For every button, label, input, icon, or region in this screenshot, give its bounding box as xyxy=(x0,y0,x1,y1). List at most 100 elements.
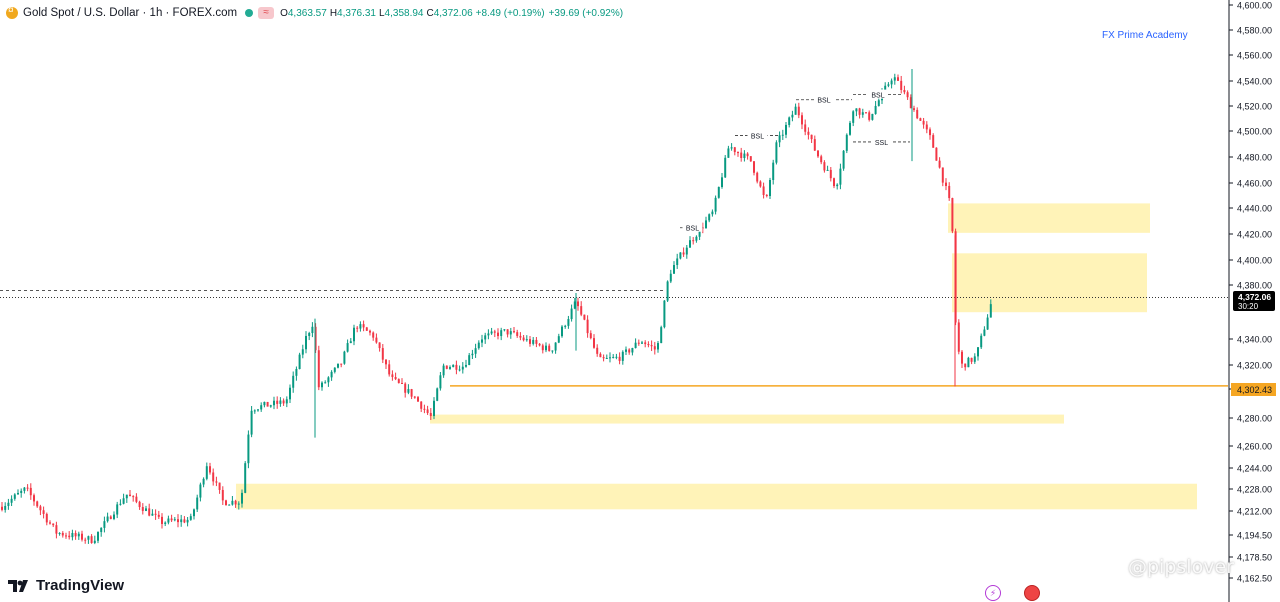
candle-body xyxy=(967,357,970,368)
candle-body xyxy=(346,343,349,352)
axis-tick-label: 4,420.00 xyxy=(1237,230,1272,240)
candle-body xyxy=(929,129,931,136)
candle-body xyxy=(413,396,416,398)
candle-body xyxy=(285,399,288,404)
candle-body xyxy=(692,240,695,242)
axis-tick-label: 4,440.00 xyxy=(1237,204,1272,214)
candle-body xyxy=(644,342,647,345)
candle-body xyxy=(468,355,471,366)
candle-body xyxy=(17,492,19,495)
candle-body xyxy=(586,319,589,334)
candle-body xyxy=(113,514,115,519)
candle-body xyxy=(804,124,807,132)
candle-body xyxy=(989,304,992,318)
candle-body xyxy=(538,343,541,346)
candle-body xyxy=(295,368,298,376)
candle-body xyxy=(167,518,170,523)
candle-body xyxy=(602,357,605,359)
candle-body xyxy=(839,168,842,185)
candle-body xyxy=(365,327,368,331)
candle-body xyxy=(404,383,407,393)
annotation-label: BSL xyxy=(686,226,699,233)
candle-body xyxy=(554,342,557,351)
candle-body xyxy=(887,84,890,86)
candle-body xyxy=(49,522,51,524)
axis-tick-label: 4,320.00 xyxy=(1237,361,1272,371)
current-price-badge xyxy=(1233,291,1275,311)
candle-body xyxy=(519,335,522,338)
candle-body xyxy=(695,236,698,241)
tradingview-logo[interactable]: TradingView xyxy=(8,577,124,594)
annotation-label: BSL xyxy=(871,93,884,100)
candle-body xyxy=(573,301,576,309)
annotation-bg xyxy=(682,222,703,232)
candle-body xyxy=(177,519,179,523)
candle-body xyxy=(628,349,631,353)
candle-body xyxy=(865,112,867,114)
indicator-menu-button[interactable]: ≈ xyxy=(258,7,275,19)
candle-body xyxy=(679,252,682,259)
candle-body xyxy=(724,157,727,178)
candle-body xyxy=(241,492,243,504)
candle-body xyxy=(23,487,26,491)
candle-body xyxy=(580,306,583,315)
candle-body xyxy=(500,330,503,337)
candle-body xyxy=(260,405,263,410)
candle-body xyxy=(154,513,157,515)
candle-body xyxy=(109,516,112,519)
candle-body xyxy=(961,351,963,364)
symbol-legend[interactable]: Gold Spot / U.S. Dollar · 1h · FOREX.com… xyxy=(6,5,627,21)
candle-body xyxy=(676,258,679,266)
candle-body xyxy=(279,400,282,404)
candle-body xyxy=(333,367,336,372)
candle-body xyxy=(567,319,570,326)
candle-body xyxy=(669,273,672,282)
candle-body xyxy=(788,117,791,125)
axis-tick-label: 4,580.00 xyxy=(1237,26,1272,36)
candle-body xyxy=(737,152,739,154)
candle-body xyxy=(356,327,359,329)
candlestick-series xyxy=(1,69,992,545)
candle-body xyxy=(740,152,743,159)
candle-body xyxy=(138,501,141,508)
candle-body xyxy=(244,463,247,493)
candle-body xyxy=(625,349,627,352)
candle-body xyxy=(593,338,595,348)
candle-body xyxy=(122,498,125,504)
candle-body xyxy=(125,494,128,499)
candle-body xyxy=(785,124,787,135)
candle-body xyxy=(909,97,912,109)
candle-body xyxy=(945,182,947,186)
price-axis[interactable]: 4,600.00 4,580.00 4,560.00 4,540.00 4,520.00… xyxy=(1228,0,1280,602)
axis-tick-label: 4,260.00 xyxy=(1237,442,1272,452)
supply-demand-zones xyxy=(236,203,1197,510)
candle-body xyxy=(820,156,823,163)
candle-body xyxy=(525,339,528,341)
candle-body xyxy=(570,308,573,320)
candle-body xyxy=(535,339,538,344)
candle-body xyxy=(868,112,871,120)
candle-body xyxy=(599,353,602,358)
candle-body xyxy=(634,342,637,349)
candle-body xyxy=(196,497,199,510)
candle-body xyxy=(68,535,71,538)
candle-body xyxy=(116,504,119,515)
candle-body xyxy=(445,365,448,369)
candle-body xyxy=(433,400,435,417)
candle-body xyxy=(685,247,688,255)
axis-tick-label: 4,212.00 xyxy=(1237,507,1272,517)
bolt-icon[interactable]: ⚡ xyxy=(985,585,1001,601)
candle-body xyxy=(727,148,730,158)
candle-body xyxy=(647,344,650,346)
candle-body xyxy=(890,80,893,85)
annotation-bg xyxy=(814,94,834,104)
candle-body xyxy=(103,521,106,528)
candle-body xyxy=(548,345,551,352)
candle-body xyxy=(337,363,339,368)
axis-tick-label: 4,460.00 xyxy=(1237,179,1272,189)
candle-body xyxy=(858,108,861,115)
us-flag-icon[interactable] xyxy=(1024,585,1040,601)
candle-body xyxy=(10,498,13,503)
candle-body xyxy=(577,301,579,307)
